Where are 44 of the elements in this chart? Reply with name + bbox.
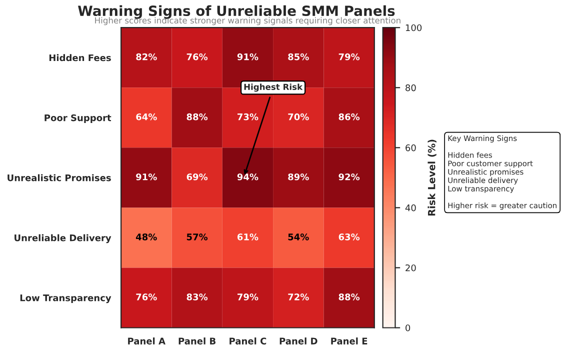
- chart-subtitle: Higher scores indicate stronger warning signals requiring closer attention: [95, 17, 400, 26]
- data-label: 76%: [186, 53, 208, 60]
- data-label: 63%: [338, 233, 360, 240]
- data-label: 64%: [136, 113, 157, 120]
- y-tick-label: Poor Support: [44, 114, 112, 123]
- x-tick-label: Panel B: [178, 337, 216, 344]
- data-label: 91%: [237, 53, 258, 60]
- y-tick-label: Low Transparency: [20, 294, 112, 304]
- data-label: 79%: [338, 53, 360, 60]
- color-bar-title: Risk Level (%): [428, 140, 436, 216]
- color-bar-label: 60: [406, 144, 416, 152]
- data-label: 88%: [338, 294, 360, 300]
- data-label: 70%: [288, 113, 309, 120]
- x-tick-label: Panel D: [280, 337, 318, 344]
- data-label: 83%: [186, 294, 208, 300]
- y-tick-label: Unreliable Delivery: [14, 234, 112, 244]
- y-tick-label: Unrealistic Promises: [8, 174, 111, 182]
- data-label: 91%: [136, 173, 157, 180]
- data-label: 57%: [186, 233, 208, 240]
- data-label: 61%: [237, 233, 258, 240]
- data-label: 94%: [237, 173, 258, 180]
- data-label: 69%: [186, 173, 208, 180]
- data-label: 72%: [288, 294, 309, 300]
- data-label: 88%: [186, 113, 208, 120]
- data-label: 85%: [288, 53, 309, 60]
- color-bar-label: 0: [406, 324, 410, 332]
- data-label: 89%: [288, 173, 309, 180]
- data-label: 54%: [288, 233, 309, 240]
- color-bar-label: 100: [406, 24, 422, 32]
- color-bar-label: 40: [405, 204, 416, 212]
- annotation: Highest Risk: [244, 84, 303, 92]
- color-bar-label: 80: [406, 84, 416, 92]
- data-label: 79%: [238, 294, 258, 300]
- data-label: 92%: [338, 173, 360, 180]
- x-tick-label: Panel A: [128, 337, 166, 344]
- color-bar-label: 20: [406, 264, 416, 272]
- data-label: 73%: [238, 113, 258, 120]
- data-label: 82%: [136, 53, 157, 60]
- data-label: 48%: [136, 233, 157, 240]
- x-tick-label: Panel C: [230, 337, 266, 344]
- x-tick-label: Panel E: [331, 337, 368, 344]
- data-label: 86%: [338, 113, 360, 120]
- y-tick-label: Hidden Fees: [49, 54, 111, 62]
- data-label: 76%: [136, 294, 157, 300]
